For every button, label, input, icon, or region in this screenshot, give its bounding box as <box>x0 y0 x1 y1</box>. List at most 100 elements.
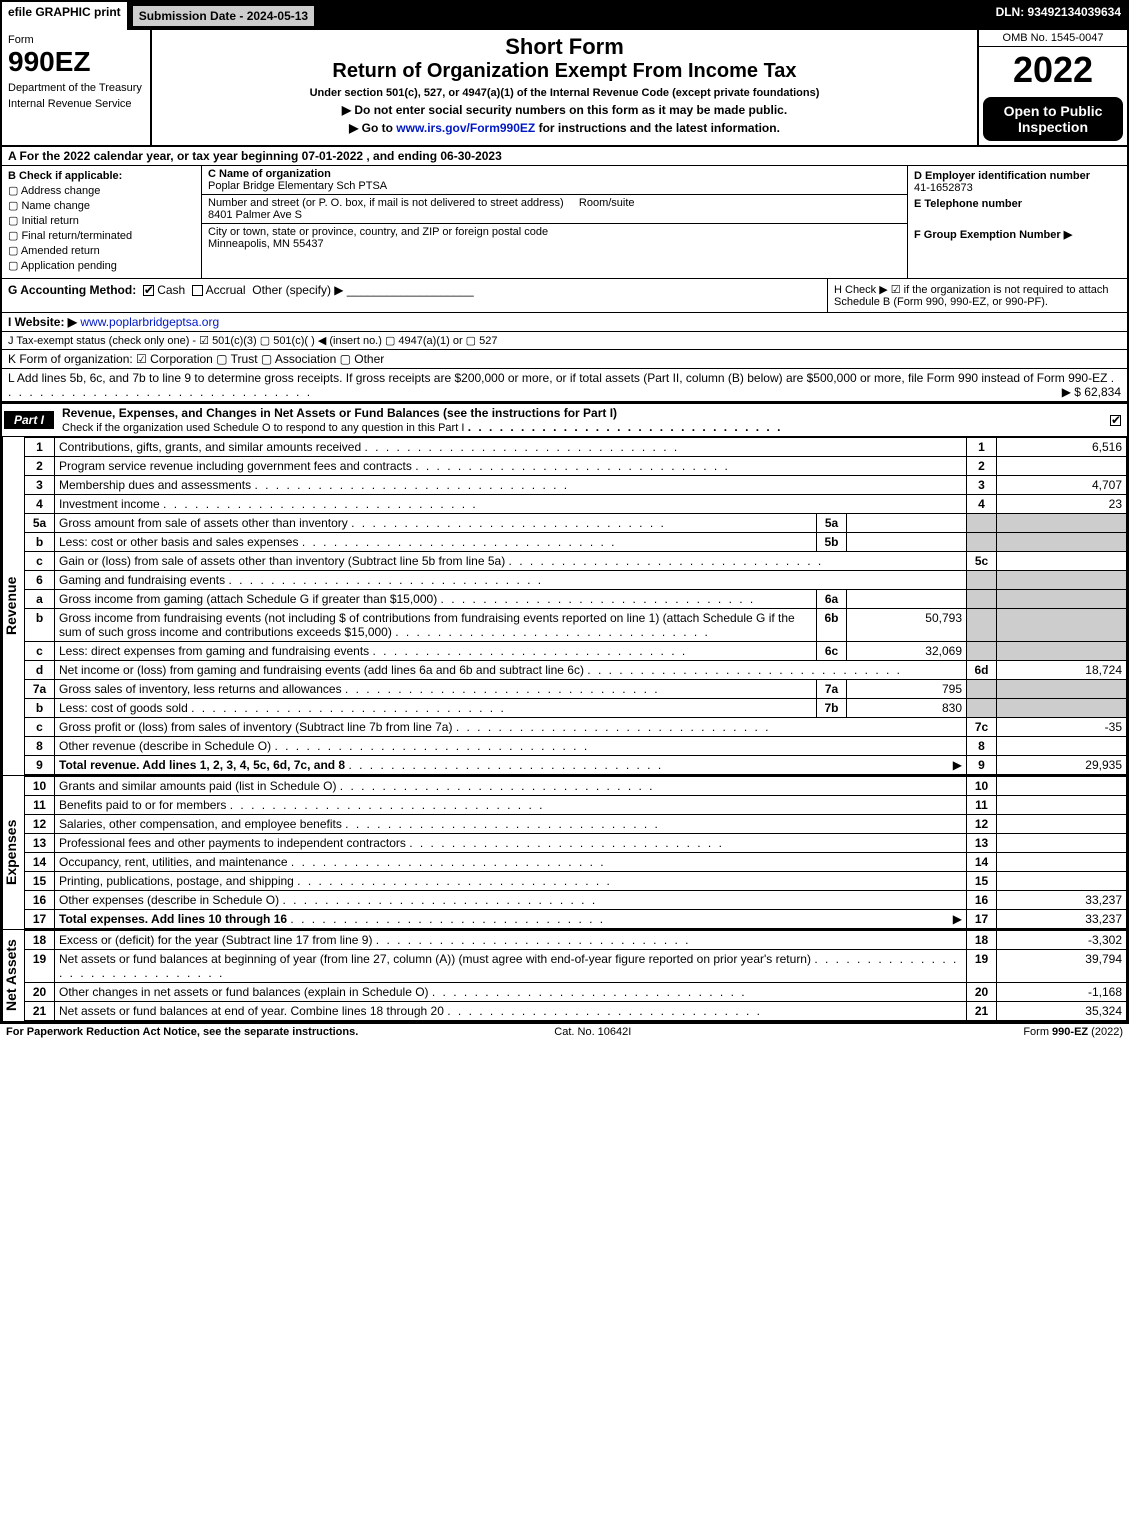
netassets-table: 18Excess or (deficit) for the year (Subt… <box>24 930 1127 1021</box>
line-amount <box>997 571 1127 590</box>
revenue-section: Revenue 1Contributions, gifts, grants, a… <box>2 437 1127 776</box>
room-label: Room/suite <box>579 197 635 209</box>
line-number: c <box>25 642 55 661</box>
tel-label: E Telephone number <box>914 198 1121 210</box>
line-amount <box>997 834 1127 853</box>
line-code: 11 <box>967 796 997 815</box>
section-b: B Check if applicable: Address change Na… <box>2 166 202 278</box>
line-code: 5c <box>967 552 997 571</box>
street-value: 8401 Palmer Ave S <box>208 209 302 221</box>
line-amount: 6,516 <box>997 438 1127 457</box>
table-row: 4Investment income 423 <box>25 495 1127 514</box>
line-desc: Contributions, gifts, grants, and simila… <box>55 438 967 457</box>
inner-value <box>847 533 967 552</box>
inner-box-label: 6b <box>817 609 847 642</box>
line-desc: Benefits paid to or for members <box>55 796 967 815</box>
i-label: I Website: ▶ <box>8 315 77 329</box>
footer-mid: Cat. No. 10642I <box>554 1026 631 1038</box>
header-mid: Short Form Return of Organization Exempt… <box>152 30 977 145</box>
line-code: 7c <box>967 718 997 737</box>
table-row: 20Other changes in net assets or fund ba… <box>25 983 1127 1002</box>
line-code <box>967 533 997 552</box>
table-row: bLess: cost of goods sold 7b830 <box>25 699 1127 718</box>
ein-value: 41-1652873 <box>914 182 1121 194</box>
dots <box>468 420 783 434</box>
line-amount <box>997 642 1127 661</box>
efile-print-label[interactable]: efile GRAPHIC print <box>2 2 129 30</box>
line-number: 15 <box>25 872 55 891</box>
table-row: 6Gaming and fundraising events <box>25 571 1127 590</box>
line-desc: Less: direct expenses from gaming and fu… <box>55 642 817 661</box>
line-desc: Net assets or fund balances at beginning… <box>55 950 967 983</box>
line-code: 12 <box>967 815 997 834</box>
expenses-section: Expenses 10Grants and similar amounts pa… <box>2 776 1127 930</box>
line-code: 6d <box>967 661 997 680</box>
street-label: Number and street (or P. O. box, if mail… <box>208 197 564 209</box>
line-desc: Less: cost of goods sold <box>55 699 817 718</box>
line-desc: Net assets or fund balances at end of ye… <box>55 1002 967 1021</box>
inner-value: 32,069 <box>847 642 967 661</box>
line-amount <box>997 457 1127 476</box>
line-amount: 23 <box>997 495 1127 514</box>
table-row: cLess: direct expenses from gaming and f… <box>25 642 1127 661</box>
line-l: L Add lines 5b, 6c, and 7b to line 9 to … <box>2 369 1127 402</box>
line-l-text: L Add lines 5b, 6c, and 7b to line 9 to … <box>8 371 1107 385</box>
footer-left: For Paperwork Reduction Act Notice, see … <box>6 1026 358 1038</box>
chk-initial-return[interactable]: Initial return <box>8 214 195 227</box>
revenue-vlabel: Revenue <box>2 437 24 775</box>
line-number: 16 <box>25 891 55 910</box>
line-desc: Gaming and fundraising events <box>55 571 967 590</box>
part-1-title-text: Revenue, Expenses, and Changes in Net As… <box>62 406 617 420</box>
line-desc: Total expenses. Add lines 10 through 16 … <box>55 910 967 929</box>
line-a: A For the 2022 calendar year, or tax yea… <box>2 147 1127 166</box>
revenue-table: 1Contributions, gifts, grants, and simil… <box>24 437 1127 775</box>
inner-box-label: 6c <box>817 642 847 661</box>
irs-link[interactable]: www.irs.gov/Form990EZ <box>396 121 535 135</box>
line-k: K Form of organization: ☑ Corporation ▢ … <box>2 350 1127 369</box>
line-number: 3 <box>25 476 55 495</box>
section-c: C Name of organization Poplar Bridge Ele… <box>202 166 907 278</box>
table-row: 9Total revenue. Add lines 1, 2, 3, 4, 5c… <box>25 756 1127 775</box>
chk-address-change[interactable]: Address change <box>8 184 195 197</box>
form-number: 990EZ <box>8 46 144 78</box>
chk-name-change[interactable]: Name change <box>8 199 195 212</box>
line-desc: Other changes in net assets or fund bala… <box>55 983 967 1002</box>
line-number: 19 <box>25 950 55 983</box>
block-g-h: G Accounting Method: Cash Accrual Other … <box>2 279 1127 313</box>
line-number: 17 <box>25 910 55 929</box>
line-desc: Occupancy, rent, utilities, and maintena… <box>55 853 967 872</box>
cb-cash[interactable] <box>143 285 154 296</box>
line-g: G Accounting Method: Cash Accrual Other … <box>2 279 827 312</box>
inner-value: 50,793 <box>847 609 967 642</box>
line-code: 4 <box>967 495 997 514</box>
line-number: 11 <box>25 796 55 815</box>
accrual-label: Accrual <box>206 283 246 297</box>
line-desc: Excess or (deficit) for the year (Subtra… <box>55 931 967 950</box>
table-row: bGross income from fundraising events (n… <box>25 609 1127 642</box>
line-amount <box>997 533 1127 552</box>
table-row: 17Total expenses. Add lines 10 through 1… <box>25 910 1127 929</box>
website-link[interactable]: www.poplarbridgeptsa.org <box>80 315 219 329</box>
line-code: 14 <box>967 853 997 872</box>
table-row: 1Contributions, gifts, grants, and simil… <box>25 438 1127 457</box>
chk-application-pending[interactable]: Application pending <box>8 259 195 272</box>
chk-final-return[interactable]: Final return/terminated <box>8 229 195 242</box>
line-code: 3 <box>967 476 997 495</box>
section-b-title: B Check if applicable: <box>8 170 195 182</box>
line-code: 10 <box>967 777 997 796</box>
table-row: 13Professional fees and other payments t… <box>25 834 1127 853</box>
table-row: cGross profit or (loss) from sales of in… <box>25 718 1127 737</box>
cb-accrual[interactable] <box>192 285 203 296</box>
line-number: 21 <box>25 1002 55 1021</box>
table-row: 12Salaries, other compensation, and empl… <box>25 815 1127 834</box>
line-number: 2 <box>25 457 55 476</box>
ein-label: D Employer identification number <box>914 170 1121 182</box>
part1-schedule-o-checkbox[interactable] <box>1110 415 1121 426</box>
chk-amended-return[interactable]: Amended return <box>8 244 195 257</box>
line-code <box>967 699 997 718</box>
dln-label: DLN: 93492134039634 <box>990 2 1127 30</box>
omb-number: OMB No. 1545-0047 <box>979 30 1127 47</box>
inner-box-label: 6a <box>817 590 847 609</box>
table-row: bLess: cost or other basis and sales exp… <box>25 533 1127 552</box>
line-number: 9 <box>25 756 55 775</box>
